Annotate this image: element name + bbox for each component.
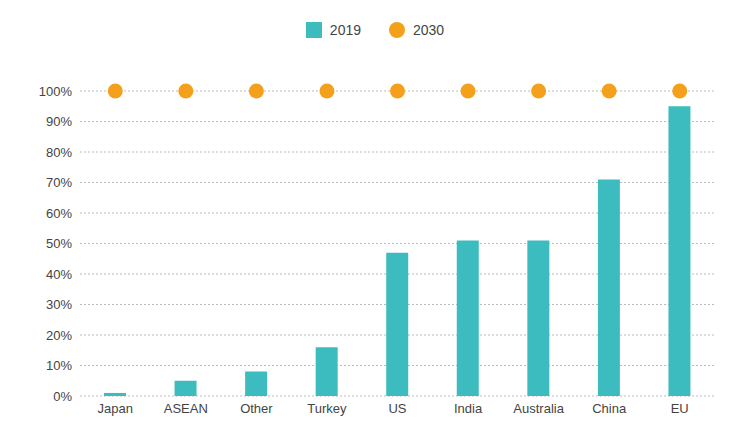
svg-text:India: India bbox=[454, 401, 483, 416]
svg-text:Other: Other bbox=[240, 401, 273, 416]
svg-text:20%: 20% bbox=[46, 328, 72, 343]
svg-text:40%: 40% bbox=[46, 267, 72, 282]
svg-text:70%: 70% bbox=[46, 175, 72, 190]
svg-text:Turkey: Turkey bbox=[307, 401, 347, 416]
svg-text:10%: 10% bbox=[46, 358, 72, 373]
html-text:2019: 2019 bbox=[329, 22, 361, 38]
svg-text:30%: 30% bbox=[46, 297, 72, 312]
svg-text:80%: 80% bbox=[46, 145, 72, 160]
svg-text:60%: 60% bbox=[46, 206, 72, 221]
html-text:2030: 2030 bbox=[413, 22, 445, 38]
svg-text:Japan: Japan bbox=[98, 401, 133, 416]
svg-text:0%: 0% bbox=[53, 389, 72, 404]
svg-text:100%: 100% bbox=[39, 84, 73, 99]
svg-text:ASEAN: ASEAN bbox=[164, 401, 208, 416]
svg-text:EU: EU bbox=[671, 401, 689, 416]
svg-text:US: US bbox=[388, 401, 406, 416]
svg-text:Australia: Australia bbox=[513, 401, 564, 416]
svg-text:50%: 50% bbox=[46, 236, 72, 251]
svg-text:90%: 90% bbox=[46, 114, 72, 129]
svg-text:China: China bbox=[592, 401, 627, 416]
